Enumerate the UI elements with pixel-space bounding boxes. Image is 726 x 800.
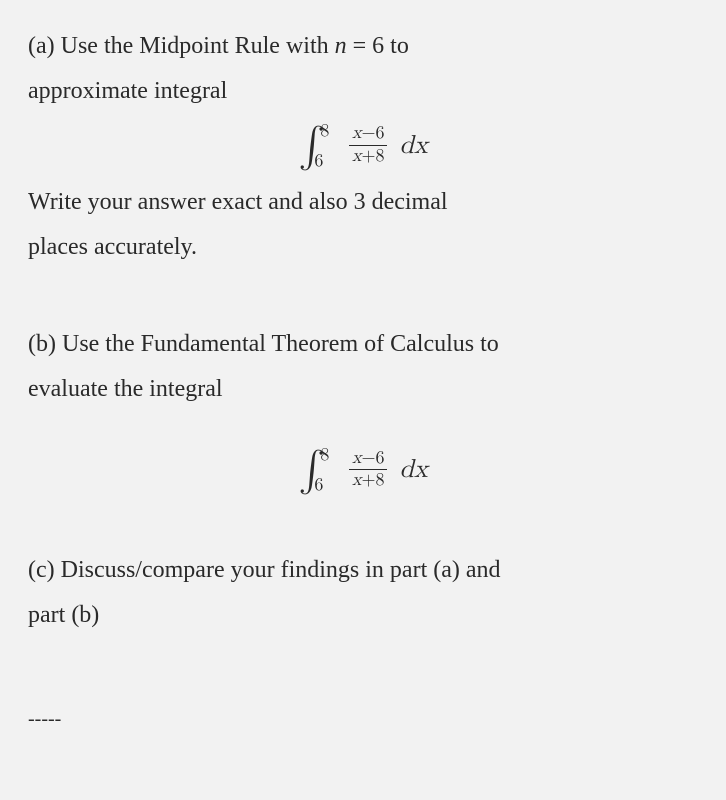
- part-b-line-1: (b) Use the Fundamental Theorem of Calcu…: [28, 326, 698, 363]
- diff-x-b: x: [414, 457, 428, 483]
- diff-d: d: [399, 133, 413, 159]
- integral-sign-icon: ∫ 8 6: [298, 126, 325, 166]
- integral-b: ∫ 8 6 x−6 x+8 dx: [298, 449, 427, 492]
- spacer: [28, 417, 698, 435]
- integral-a: ∫ 8 6 x−6 x+8 dx: [298, 124, 427, 167]
- denominator: x+8: [349, 146, 388, 167]
- spacer: [28, 274, 698, 326]
- spacer: [28, 508, 698, 552]
- part-b-line-2: evaluate the integral: [28, 371, 698, 408]
- diff-d-b: d: [399, 457, 413, 483]
- separator-dashes: -----: [28, 704, 698, 735]
- numerator-const: −6: [361, 124, 384, 142]
- upper-limit-b: 8: [320, 446, 329, 464]
- denominator-const-b: +8: [361, 471, 384, 489]
- integral-expression-a: ∫ 8 6 x−6 x+8 dx: [28, 124, 698, 169]
- numerator-b: x−6: [349, 449, 388, 471]
- differential: dx: [399, 126, 427, 166]
- part-a-text-pre: (a) Use the Midpoint Rule with: [28, 33, 335, 59]
- part-a-text-eq: = 6 to: [347, 33, 409, 59]
- integral-expression-b: ∫ 8 6 x−6 x+8 dx: [28, 449, 698, 494]
- integral-sign-icon: ∫ 8 6: [298, 450, 325, 490]
- part-c-line-2: part (b): [28, 597, 698, 634]
- lower-limit-b: 6: [314, 476, 323, 494]
- numerator: x−6: [349, 124, 388, 146]
- lower-limit: 6: [314, 152, 323, 170]
- denominator-const: +8: [361, 147, 384, 165]
- fraction: x−6 x+8: [349, 124, 388, 167]
- variable-n: n: [335, 33, 347, 59]
- part-a-line-1: (a) Use the Midpoint Rule with n = 6 to: [28, 28, 698, 65]
- part-a-instruction-1: Write your answer exact and also 3 decim…: [28, 184, 698, 221]
- part-a-instruction-2: places accurately.: [28, 229, 698, 266]
- problem-page: (a) Use the Midpoint Rule with n = 6 to …: [0, 0, 726, 800]
- part-c-line-1: (c) Discuss/compare your findings in par…: [28, 552, 698, 589]
- numerator-const-b: −6: [361, 449, 384, 467]
- denominator-b: x+8: [349, 470, 388, 491]
- diff-x: x: [414, 133, 428, 159]
- upper-limit: 8: [320, 122, 329, 140]
- differential-b: dx: [399, 450, 427, 490]
- fraction-b: x−6 x+8: [349, 449, 388, 492]
- part-a-line-2: approximate integral: [28, 73, 698, 110]
